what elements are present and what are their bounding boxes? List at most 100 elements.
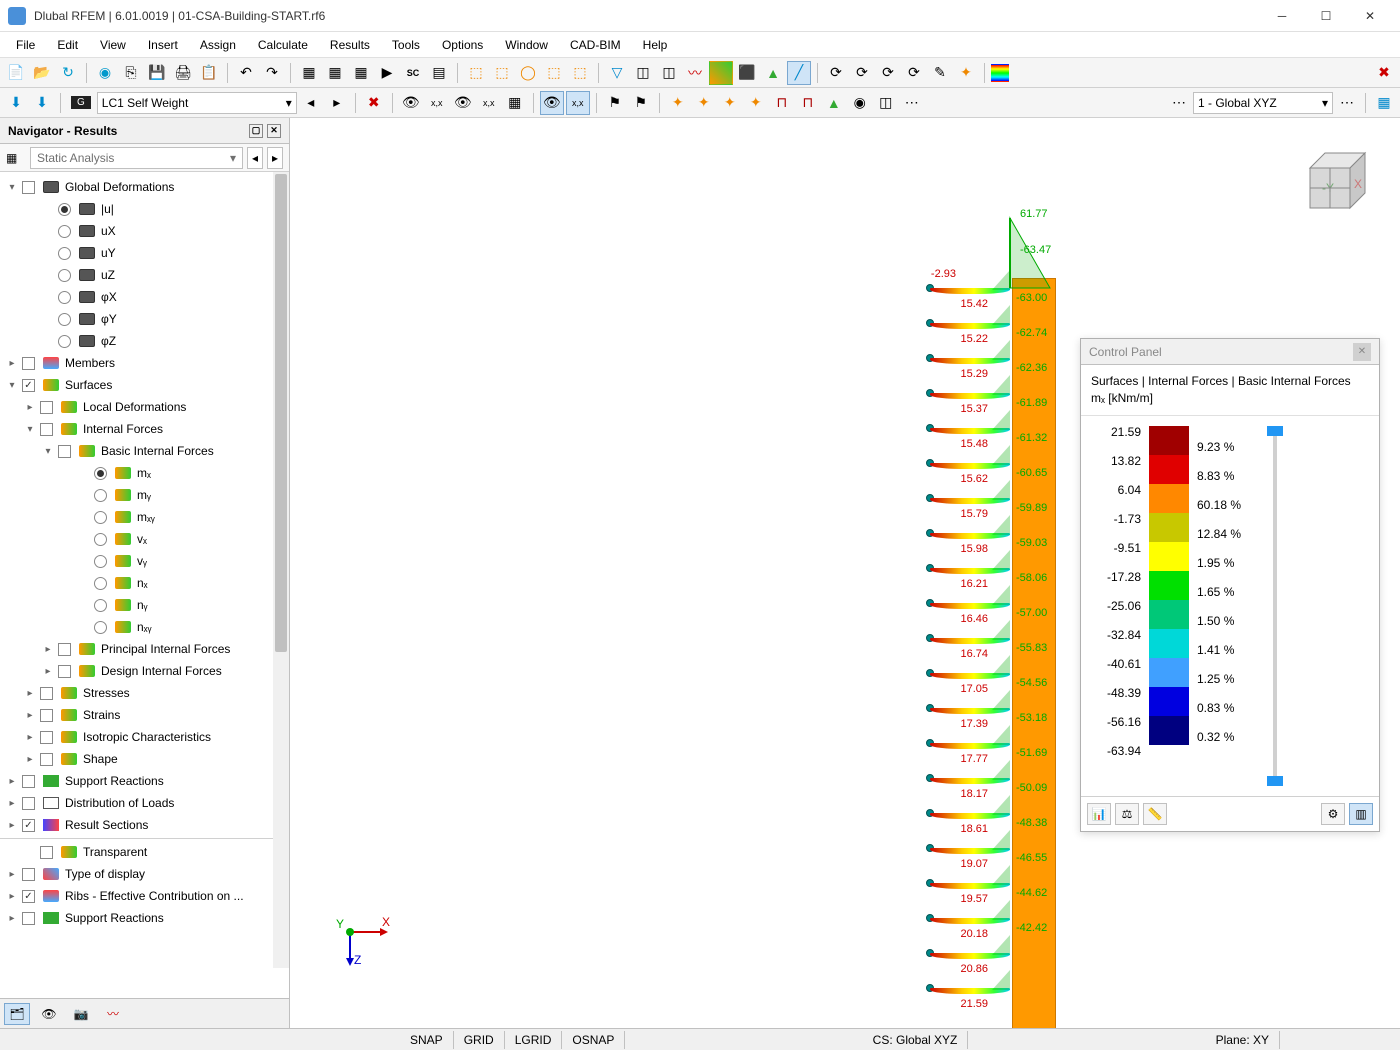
- tree-node[interactable]: ▾Surfaces: [0, 374, 289, 396]
- lc-icon2[interactable]: ⬇: [30, 91, 54, 115]
- support-icon[interactable]: ▲: [761, 61, 785, 85]
- open-icon[interactable]: 📂: [30, 61, 54, 85]
- nav-tab-eye-icon[interactable]: 👁: [36, 1003, 62, 1025]
- model-viewport[interactable]: X Z Y -2.93 61.77 -63.47 X Z: [290, 118, 1400, 1028]
- select2-icon[interactable]: ⬚: [490, 61, 514, 85]
- tree-node[interactable]: Transparent: [0, 841, 289, 863]
- tree-node[interactable]: nᵧ: [0, 594, 289, 616]
- print-icon[interactable]: 🖨: [171, 61, 195, 85]
- doc-icon[interactable]: 📋: [197, 61, 221, 85]
- tree-node[interactable]: uZ: [0, 264, 289, 286]
- results-tree[interactable]: ▾Global Deformations|u|uXuYuZφXφYφZ▸Memb…: [0, 172, 289, 998]
- nav-tab-results-icon[interactable]: 〰: [100, 1003, 126, 1025]
- color-icon[interactable]: [991, 64, 1009, 82]
- nav-next-button[interactable]: ▸: [267, 147, 283, 169]
- save-icon[interactable]: 💾: [145, 61, 169, 85]
- tree-node[interactable]: vᵧ: [0, 550, 289, 572]
- view1-icon[interactable]: ◫: [631, 61, 655, 85]
- menu-file[interactable]: File: [6, 35, 45, 55]
- select1-icon[interactable]: ⬚: [464, 61, 488, 85]
- tree-node[interactable]: ▸Principal Internal Forces: [0, 638, 289, 660]
- tool6-icon[interactable]: ✦: [954, 61, 978, 85]
- menu-calculate[interactable]: Calculate: [248, 35, 318, 55]
- vis2-icon[interactable]: x,x: [425, 91, 449, 115]
- coord-system-combo[interactable]: 1 - Global XYZ ▾: [1193, 92, 1333, 114]
- tree-node[interactable]: nₓ: [0, 572, 289, 594]
- tree-node[interactable]: vₓ: [0, 528, 289, 550]
- frame1-icon[interactable]: ⊓: [770, 91, 794, 115]
- table3-icon[interactable]: ▦: [349, 61, 373, 85]
- load-case-combo[interactable]: LC1 Self Weight ▾: [97, 92, 297, 114]
- control-panel-close-button[interactable]: ✕: [1353, 343, 1371, 361]
- redo-icon[interactable]: ↷: [260, 61, 284, 85]
- tree-node[interactable]: nₓᵧ: [0, 616, 289, 638]
- menu-assign[interactable]: Assign: [190, 35, 246, 55]
- tree-node[interactable]: mₓᵧ: [0, 506, 289, 528]
- filter-icon[interactable]: ▽: [605, 61, 629, 85]
- section-icon[interactable]: ╱: [787, 61, 811, 85]
- tree-node[interactable]: ▸Support Reactions: [0, 770, 289, 792]
- menu-tools[interactable]: Tools: [382, 35, 430, 55]
- tree-node[interactable]: ▸Local Deformations: [0, 396, 289, 418]
- cancel-icon[interactable]: ✖: [1372, 61, 1396, 85]
- menu-help[interactable]: Help: [633, 35, 678, 55]
- tree-icon[interactable]: ▲: [822, 91, 846, 115]
- flag1-icon[interactable]: ⚑: [603, 91, 627, 115]
- cp-btn-legend-icon[interactable]: ▥: [1349, 803, 1373, 825]
- status-toggle-osnap[interactable]: OSNAP: [562, 1031, 625, 1049]
- cube-icon[interactable]: ⬛: [735, 61, 759, 85]
- delete-icon[interactable]: ✖: [362, 91, 386, 115]
- tool2-icon[interactable]: ⟳: [850, 61, 874, 85]
- analysis-type-combo[interactable]: Static Analysis ▾: [30, 147, 243, 169]
- vis7-icon[interactable]: x,x: [566, 91, 590, 115]
- navigator-dock-button[interactable]: ▢: [249, 124, 263, 138]
- view2-icon[interactable]: ◫: [657, 61, 681, 85]
- menu-cad-bim[interactable]: CAD-BIM: [560, 35, 631, 55]
- tree-node[interactable]: ▸Shape: [0, 748, 289, 770]
- more-icon[interactable]: ⋯: [1167, 91, 1191, 115]
- tree-node[interactable]: |u|: [0, 198, 289, 220]
- nav-tab-camera-icon[interactable]: 📷: [68, 1003, 94, 1025]
- tree-node[interactable]: uX: [0, 220, 289, 242]
- tree-node[interactable]: ▾Basic Internal Forces: [0, 440, 289, 462]
- tool3-icon[interactable]: ⟳: [876, 61, 900, 85]
- block-icon[interactable]: ◉: [93, 61, 117, 85]
- vis4-icon[interactable]: x,x: [477, 91, 501, 115]
- tree-node[interactable]: φY: [0, 308, 289, 330]
- tree-node[interactable]: uY: [0, 242, 289, 264]
- frame2-icon[interactable]: ⊓: [796, 91, 820, 115]
- undo-icon[interactable]: ↶: [234, 61, 258, 85]
- misc3-icon[interactable]: ⋯: [900, 91, 924, 115]
- menu-results[interactable]: Results: [320, 35, 380, 55]
- menu-options[interactable]: Options: [432, 35, 493, 55]
- cp-btn-scale-icon[interactable]: 📊: [1087, 803, 1111, 825]
- tree-node[interactable]: ▾Internal Forces: [0, 418, 289, 440]
- vis6-icon[interactable]: 👁: [540, 91, 564, 115]
- tool1-icon[interactable]: ⟳: [824, 61, 848, 85]
- status-toggle-grid[interactable]: GRID: [454, 1031, 505, 1049]
- more2-icon[interactable]: ⋯: [1335, 91, 1359, 115]
- refresh-icon[interactable]: ↻: [56, 61, 80, 85]
- tree-node[interactable]: ▸Ribs - Effective Contribution on ...: [0, 885, 289, 907]
- vis1-icon[interactable]: 👁: [399, 91, 423, 115]
- select5-icon[interactable]: ⬚: [568, 61, 592, 85]
- select4-icon[interactable]: ⬚: [542, 61, 566, 85]
- tree-node[interactable]: ▸Stresses: [0, 682, 289, 704]
- tree-node[interactable]: ▸Result Sections: [0, 814, 289, 836]
- select3-icon[interactable]: ◯: [516, 61, 540, 85]
- tree-node[interactable]: ▸Type of display: [0, 863, 289, 885]
- analysis-icon[interactable]: ▦: [6, 151, 26, 165]
- misc1-icon[interactable]: ◉: [848, 91, 872, 115]
- prev-lc-button[interactable]: ◂: [299, 91, 323, 115]
- control-panel-header[interactable]: Control Panel ✕: [1081, 339, 1379, 365]
- run-icon[interactable]: ▶: [375, 61, 399, 85]
- menu-insert[interactable]: Insert: [138, 35, 188, 55]
- tool5-icon[interactable]: ✎: [928, 61, 952, 85]
- vis5-icon[interactable]: ▦: [503, 91, 527, 115]
- close-button[interactable]: ✕: [1348, 1, 1392, 31]
- cp-btn-balance-icon[interactable]: ⚖: [1115, 803, 1139, 825]
- nav-tab-data-icon[interactable]: 🗂: [4, 1003, 30, 1025]
- panel-icon[interactable]: ▤: [427, 61, 451, 85]
- minimize-button[interactable]: ─: [1260, 1, 1304, 31]
- view-cube[interactable]: -Y X: [1290, 138, 1380, 228]
